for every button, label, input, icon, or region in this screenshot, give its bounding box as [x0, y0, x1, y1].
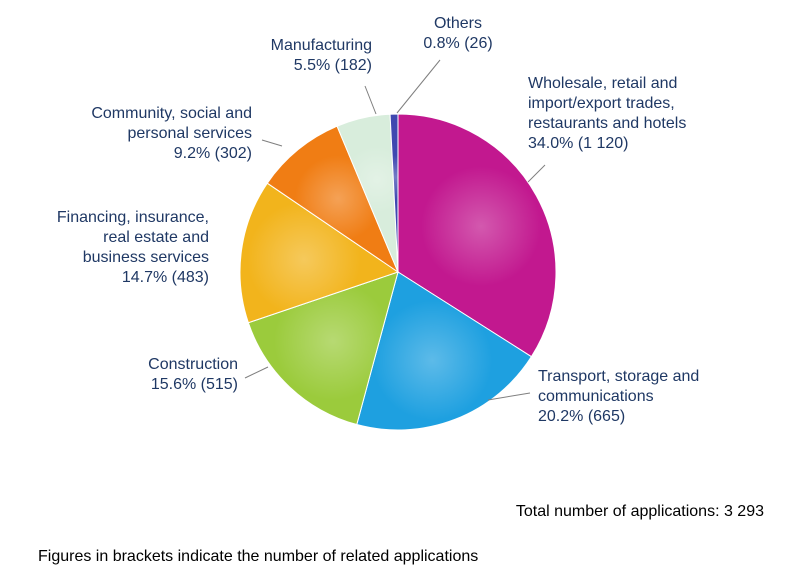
- slice-name-line: import/export trades,: [528, 95, 675, 112]
- slice-label-manufacturing: Manufacturing 5.5% (182): [271, 37, 372, 74]
- total-applications: Total number of applications: 3 293: [515, 503, 764, 520]
- leader-line-community: [261, 139, 283, 147]
- slice-value-construction: 15.6% (515): [151, 376, 238, 393]
- slice-name-line: business services: [83, 249, 209, 266]
- leader-line-manufacturing: [364, 85, 377, 115]
- leader-line-wholesale: [527, 164, 546, 183]
- footnote: Figures in brackets indicate the number …: [38, 548, 479, 565]
- slice-value-transport: 20.2% (665): [538, 408, 625, 425]
- leader-line-transport: [487, 392, 531, 401]
- slice-name-line: Community, social and: [91, 105, 252, 122]
- slice-name-line: real estate and: [103, 229, 209, 246]
- leader-line-construction: [244, 366, 269, 379]
- slice-label-transport: Transport, storage and communications 20.2…: [538, 368, 699, 425]
- slice-name-line: Others: [434, 15, 482, 32]
- slice-label-others: Others 0.8% (26): [423, 15, 492, 52]
- slice-name-line: communications: [538, 388, 654, 405]
- slice-name-line: Wholesale, retail and: [528, 75, 677, 92]
- slice-label-community: Community, social and personal services 9.…: [91, 105, 252, 162]
- slice-value-wholesale: 34.0% (1 120): [528, 135, 629, 152]
- slice-name-line: Manufacturing: [271, 37, 372, 54]
- slice-name-line: restaurants and hotels: [528, 115, 686, 132]
- slice-name-line: Construction: [148, 356, 238, 373]
- slice-name-line: personal services: [128, 125, 253, 142]
- slice-value-others: 0.8% (26): [423, 35, 492, 52]
- slice-value-manufacturing: 5.5% (182): [294, 57, 372, 74]
- slice-name-line: Financing, insurance,: [57, 209, 209, 226]
- slice-label-construction: Construction 15.6% (515): [148, 356, 238, 393]
- slice-name-line: Transport, storage and: [538, 368, 699, 385]
- slice-label-wholesale: Wholesale, retail and import/export trade…: [528, 75, 686, 152]
- slice-value-financing: 14.7% (483): [122, 269, 209, 286]
- slice-label-financing: Financing, insurance, real estate and busi…: [57, 209, 209, 286]
- slice-value-community: 9.2% (302): [174, 145, 252, 162]
- leader-line-others: [396, 59, 441, 114]
